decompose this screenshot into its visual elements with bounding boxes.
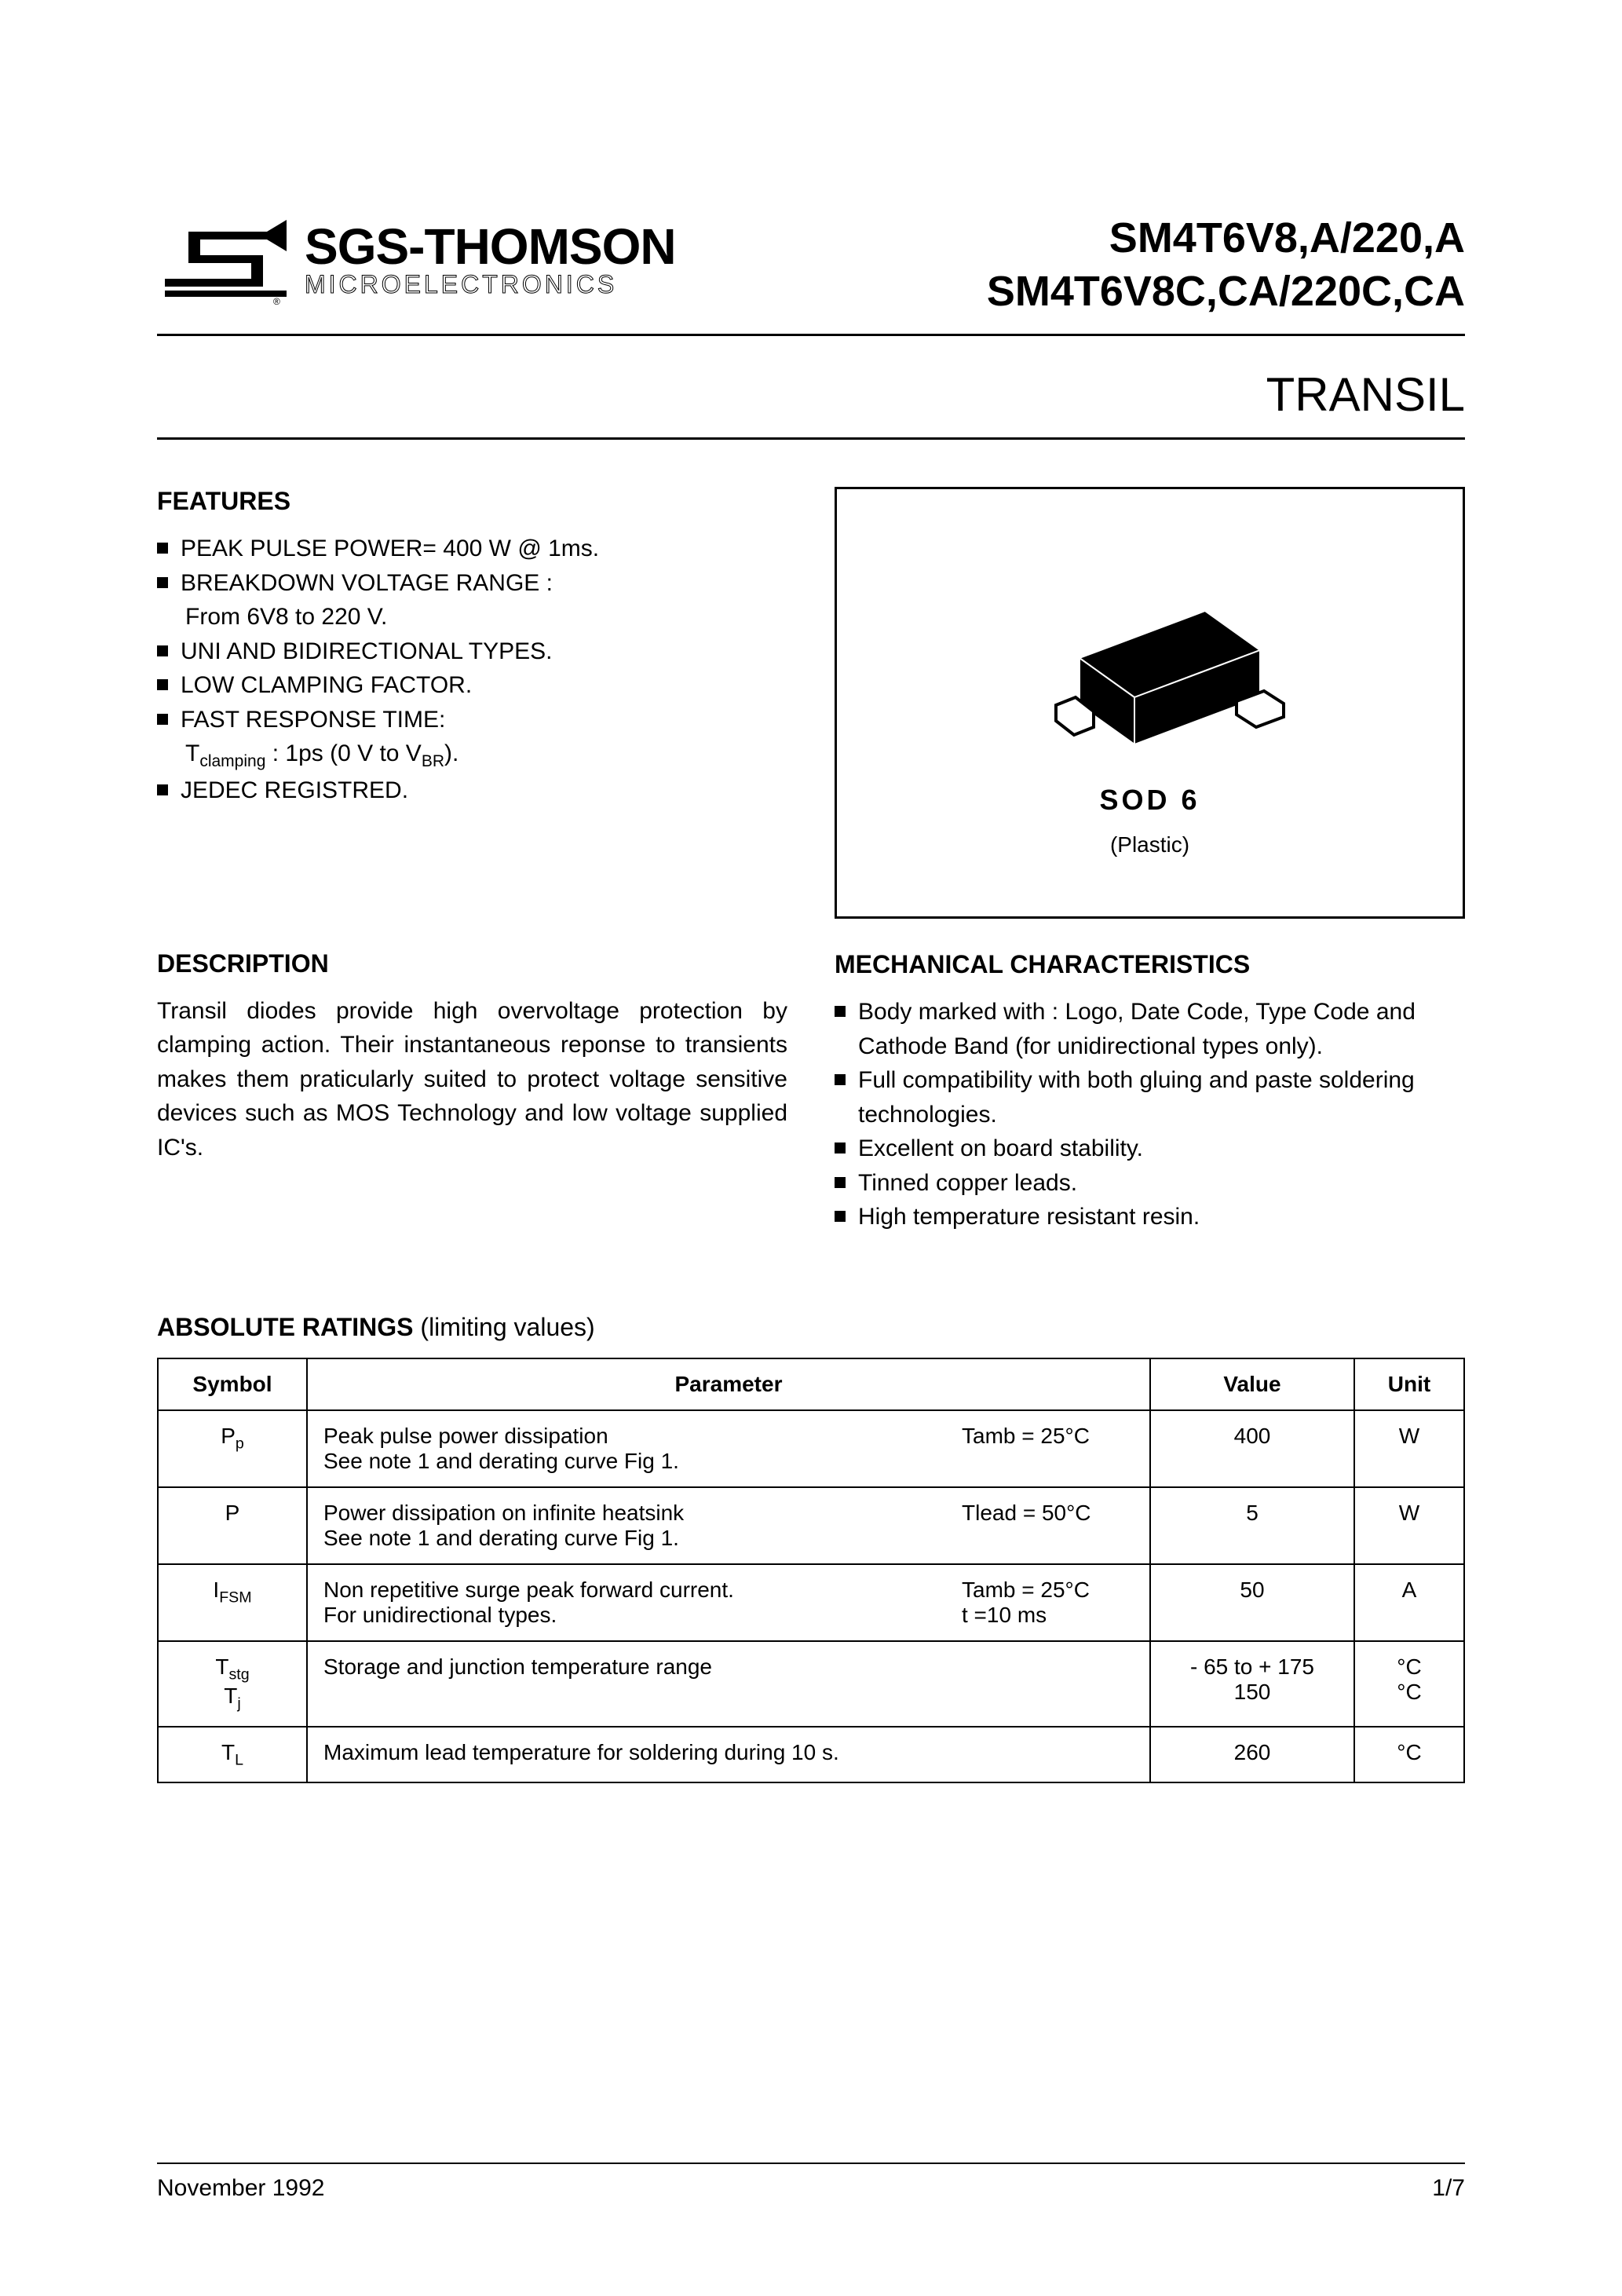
part-numbers: SM4T6V8,A/220,A SM4T6V8C,CA/220C,CA	[987, 212, 1465, 318]
mech-item: Body marked with : Logo, Date Code, Type…	[858, 995, 1465, 1063]
feature-item: FAST RESPONSE TIME: Tclamping : 1ps (0 V…	[181, 703, 787, 774]
footer-date: November 1992	[157, 2175, 324, 2202]
features-title: FEATURES	[157, 487, 787, 516]
header: ® SGS-THOMSON MICROELECTRONICS SM4T6V8,A…	[157, 212, 1465, 336]
th-unit: Unit	[1354, 1358, 1464, 1410]
cell-symbol: TL	[158, 1727, 307, 1783]
cell-parameter: Power dissipation on infinite heatsinkSe…	[307, 1487, 946, 1564]
cell-condition: Tamb = 25°Ct =10 ms	[946, 1564, 1150, 1641]
svg-text:®: ®	[273, 296, 280, 306]
left-column: FEATURES PEAK PULSE POWER= 400 W @ 1ms. …	[157, 487, 787, 1234]
cell-unit: °C	[1354, 1727, 1464, 1783]
table-header-row: Symbol Parameter Value Unit	[158, 1358, 1464, 1410]
ratings-table: Symbol Parameter Value Unit PpPeak pulse…	[157, 1358, 1465, 1784]
part-line-1: SM4T6V8,A/220,A	[987, 212, 1465, 265]
feature-item: PEAK PULSE POWER= 400 W @ 1ms.	[181, 532, 787, 566]
mech-list: Body marked with : Logo, Date Code, Type…	[835, 995, 1465, 1234]
cell-parameter: Peak pulse power dissipationSee note 1 a…	[307, 1410, 946, 1487]
upper-columns: FEATURES PEAK PULSE POWER= 400 W @ 1ms. …	[157, 487, 1465, 1234]
cell-unit: W	[1354, 1410, 1464, 1487]
logo-sub-text: MICROELECTRONICS	[305, 272, 676, 297]
cell-symbol: Pp	[158, 1410, 307, 1487]
cell-parameter: Maximum lead temperature for soldering d…	[307, 1727, 1150, 1783]
table-row: IFSMNon repetitive surge peak forward cu…	[158, 1564, 1464, 1641]
table-row: PpPeak pulse power dissipationSee note 1…	[158, 1410, 1464, 1487]
mech-title: MECHANICAL CHARACTERISTICS	[835, 950, 1465, 979]
cell-condition: Tlead = 50°C	[946, 1487, 1150, 1564]
mech-item: High temperature resistant resin.	[858, 1200, 1465, 1234]
cell-unit: A	[1354, 1564, 1464, 1641]
st-logo-icon: ®	[157, 212, 290, 306]
cell-value: 5	[1150, 1487, 1354, 1564]
cell-value: - 65 to + 175150	[1150, 1641, 1354, 1727]
feature-item: BREAKDOWN VOLTAGE RANGE : From 6V8 to 22…	[181, 566, 787, 634]
table-row: PPower dissipation on infinite heatsinkS…	[158, 1487, 1464, 1564]
cell-unit: °C°C	[1354, 1641, 1464, 1727]
product-type: TRANSIL	[157, 367, 1465, 440]
cell-parameter: Storage and junction temperature range	[307, 1641, 1150, 1727]
features-list: PEAK PULSE POWER= 400 W @ 1ms. BREAKDOWN…	[157, 532, 787, 808]
cell-symbol: TstgTj	[158, 1641, 307, 1727]
table-row: TstgTjStorage and junction temperature r…	[158, 1641, 1464, 1727]
mech-item: Excellent on board stability.	[858, 1132, 1465, 1166]
cell-unit: W	[1354, 1487, 1464, 1564]
feature-item: LOW CLAMPING FACTOR.	[181, 668, 787, 703]
feature-item: JEDEC REGISTRED.	[181, 773, 787, 808]
feature-subline: Tclamping : 1ps (0 V to VBR).	[181, 737, 787, 773]
cell-value: 260	[1150, 1727, 1354, 1783]
cell-symbol: IFSM	[158, 1564, 307, 1641]
ratings-title: ABSOLUTE RATINGS (limiting values)	[157, 1313, 1465, 1342]
cell-parameter: Non repetitive surge peak forward curren…	[307, 1564, 946, 1641]
th-value: Value	[1150, 1358, 1354, 1410]
part-line-2: SM4T6V8C,CA/220C,CA	[987, 265, 1465, 319]
footer-page: 1/7	[1432, 2175, 1465, 2202]
cell-value: 50	[1150, 1564, 1354, 1641]
right-column: SOD 6 (Plastic) MECHANICAL CHARACTERISTI…	[835, 487, 1465, 1234]
cell-condition: Tamb = 25°C	[946, 1410, 1150, 1487]
package-label: SOD 6	[1099, 784, 1200, 817]
mech-item: Full compatibility with both gluing and …	[858, 1063, 1465, 1132]
description-text: Transil diodes provide high overvoltage …	[157, 994, 787, 1165]
mech-item: Tinned copper leads.	[858, 1166, 1465, 1201]
cell-symbol: P	[158, 1487, 307, 1564]
table-row: TLMaximum lead temperature for soldering…	[158, 1727, 1464, 1783]
cell-value: 400	[1150, 1410, 1354, 1487]
th-parameter: Parameter	[307, 1358, 1150, 1410]
feature-item: UNI AND BIDIRECTIONAL TYPES.	[181, 634, 787, 669]
page-footer: November 1992 1/7	[157, 2163, 1465, 2202]
th-symbol: Symbol	[158, 1358, 307, 1410]
logo-main-text: SGS-THOMSON	[305, 221, 676, 272]
logo-block: ® SGS-THOMSON MICROELECTRONICS	[157, 212, 676, 306]
package-sublabel: (Plastic)	[1110, 832, 1189, 857]
package-icon	[1001, 548, 1299, 768]
feature-subline: From 6V8 to 220 V.	[181, 600, 787, 634]
package-box: SOD 6 (Plastic)	[835, 487, 1465, 919]
logo-text: SGS-THOMSON MICROELECTRONICS	[305, 221, 676, 297]
description-title: DESCRIPTION	[157, 949, 787, 978]
